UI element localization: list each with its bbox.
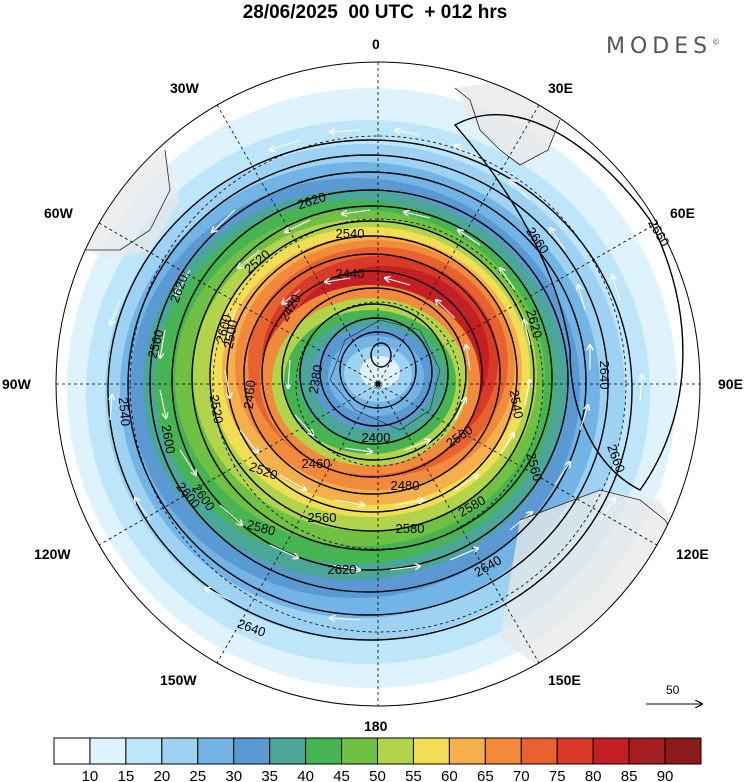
colorbar: 10 15 20 25 30 35 40 45 50 55 60 65 70 75 80 85 90: [53, 737, 702, 782]
colorbar-cell: [592, 737, 630, 765]
contour-label: 2540: [336, 226, 365, 241]
contour-label: 2580: [245, 517, 277, 539]
label-60e: 60E: [670, 205, 695, 221]
colorbar-tick-label: 55: [405, 768, 422, 782]
colorbar-tick-label: 30: [225, 768, 242, 782]
colorbar-cell: [556, 737, 594, 765]
contour-label: 2440: [336, 266, 365, 281]
south-pole-marker: [375, 381, 381, 387]
colorbar-cell: [628, 737, 666, 765]
map-boundary: [55, 61, 701, 707]
colorbar-tick-label: 20: [153, 768, 170, 782]
label-60w: 60W: [44, 205, 73, 221]
colorbar-cell: [197, 737, 235, 765]
shaded-wind-field: [67, 82, 690, 688]
colorbar-tick-label: 90: [657, 768, 674, 782]
colorbar-cell: [233, 737, 271, 765]
contour-label: 2380: [306, 364, 326, 395]
colorbar-tick-label: 60: [441, 768, 458, 782]
graticule: [56, 62, 700, 706]
contour-label: 2540: [507, 389, 527, 420]
colorbar-cell: [269, 737, 307, 765]
contour-label-group: 2620 2540 2440 2420 2380 2400 2460 2480 …: [116, 189, 673, 640]
colorbar-tick-label: 40: [297, 768, 314, 782]
colorbar-tick-label: 85: [621, 768, 638, 782]
label-120e: 120E: [676, 546, 709, 562]
contour-label: 2500: [221, 319, 241, 350]
map-title: 28/06/2025 00 UTC + 012 hrs: [242, 2, 508, 23]
contour-label: 2600: [213, 313, 235, 345]
contour-label: 2620: [328, 562, 357, 577]
contour-label: 2560: [308, 510, 337, 525]
colorbar-cell: [377, 737, 414, 765]
contour-label: 2460: [241, 380, 258, 410]
label-0: 0: [372, 36, 380, 52]
colorbar-cells: [53, 737, 702, 765]
colorbar-tick-label: 35: [261, 768, 278, 782]
contour-label: 2400: [362, 430, 391, 445]
colorbar-cell: [520, 737, 558, 765]
colorbar-cell: [53, 737, 91, 765]
vector-reference-value: 50: [666, 683, 680, 697]
contour-label: 2600: [159, 424, 179, 455]
brand-logo: MODES©: [606, 34, 720, 59]
label-90w: 90W: [2, 376, 31, 392]
label-90e: 90E: [718, 376, 743, 392]
label-180: 180: [364, 718, 388, 734]
contour-label: 2560: [523, 451, 545, 483]
colorbar-tick-label: 70: [513, 768, 530, 782]
colorbar-cell: [341, 737, 378, 765]
colorbar-tick-labels: 10 15 20 25 30 35 40 45 50 55 60 65 70 75 80 85 90: [82, 768, 674, 782]
jet-stream-map: 2620 2540 2440 2420 2380 2400 2460 2480 …: [55, 61, 701, 707]
contour-label: 2540: [116, 397, 133, 427]
contour-label: 2480: [391, 478, 420, 493]
colorbar-tick-label: 75: [549, 768, 566, 782]
colorbar-tick-label: 80: [585, 768, 602, 782]
colorbar-cell: [305, 737, 343, 765]
colorbar-cell: [664, 737, 702, 765]
wind-vectors: [110, 130, 642, 620]
contour-label: 2460: [302, 456, 331, 471]
copyright-mark: ©: [712, 37, 721, 47]
label-30e: 30E: [548, 80, 573, 96]
contour-label: 2640: [597, 361, 612, 390]
colorbar-cell: [448, 737, 486, 765]
colorbar-tick-label: 45: [333, 768, 350, 782]
label-30w: 30W: [170, 80, 199, 96]
colorbar-tick-label: 10: [82, 768, 99, 782]
colorbar-tick-label: 50: [369, 768, 386, 782]
colorbar-tick-label: 15: [118, 768, 135, 782]
contour-label: 2520: [207, 394, 227, 425]
colorbar-cell: [125, 737, 163, 765]
colorbar-cell: [484, 737, 522, 765]
contour-label: 2620: [523, 308, 545, 340]
label-120w: 120W: [34, 546, 71, 562]
label-150e: 150E: [548, 672, 581, 688]
contour-label: 2580: [396, 521, 425, 536]
colorbar-cell: [89, 737, 127, 765]
brand-text: MODES: [606, 34, 713, 59]
colorbar-tick-label: 65: [477, 768, 494, 782]
colorbar-cell: [412, 737, 450, 765]
label-150w: 150W: [160, 672, 197, 688]
contour-label: 2560: [145, 328, 167, 360]
colorbar-tick-label: 25: [189, 768, 206, 782]
height-contours: [107, 114, 684, 641]
vector-reference: 50: [640, 683, 710, 711]
vector-reference-arrow-icon: [646, 683, 710, 711]
colorbar-cell: [161, 737, 199, 765]
